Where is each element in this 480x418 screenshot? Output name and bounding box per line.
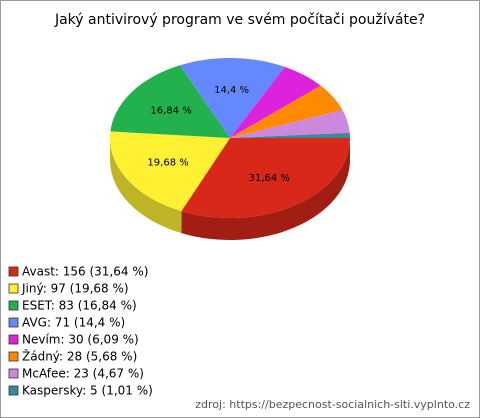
data-label: 16,84 % (150, 105, 191, 116)
data-label: 31,64 % (249, 173, 290, 184)
legend-swatch (8, 283, 19, 294)
slice (230, 110, 350, 138)
legend-label: ESET: 83 (16,84 %) (22, 299, 137, 313)
slice (230, 66, 321, 138)
slice-side (109, 138, 182, 234)
slice (181, 138, 350, 219)
legend-swatch (8, 385, 19, 396)
legend-swatch (8, 334, 19, 345)
slice-side (181, 138, 350, 241)
slice (179, 58, 285, 138)
legend-swatch (8, 368, 19, 379)
legend-swatch (8, 266, 19, 277)
legend-swatch (8, 351, 19, 362)
data-label: 14,4 % (214, 85, 249, 96)
legend-swatch (8, 300, 19, 311)
legend-label: Žádný: 28 (5,68 %) (22, 349, 137, 364)
legend-label: Kaspersky: 5 (1,01 %) (22, 384, 153, 398)
data-label: 19,68 % (147, 157, 188, 168)
source: zdroj: https://bezpecnost-socialnich-sit… (195, 398, 470, 411)
legend-swatch (8, 317, 19, 328)
legend-label: Avast: 156 (31,64 %) (22, 265, 148, 279)
slice (110, 65, 230, 138)
chart-title: Jaký antivirový program ve svém počítači… (54, 12, 425, 28)
legend-label: AVG: 71 (14,4 %) (22, 316, 125, 330)
legend-label: Jiný: 97 (19,68 %) (21, 282, 129, 296)
slice (230, 132, 350, 138)
slice (230, 85, 343, 138)
slice (110, 131, 230, 212)
legend-label: Nevím: 30 (6,09 %) (22, 333, 139, 347)
legend-label: McAfee: 23 (4,67 %) (22, 367, 144, 381)
